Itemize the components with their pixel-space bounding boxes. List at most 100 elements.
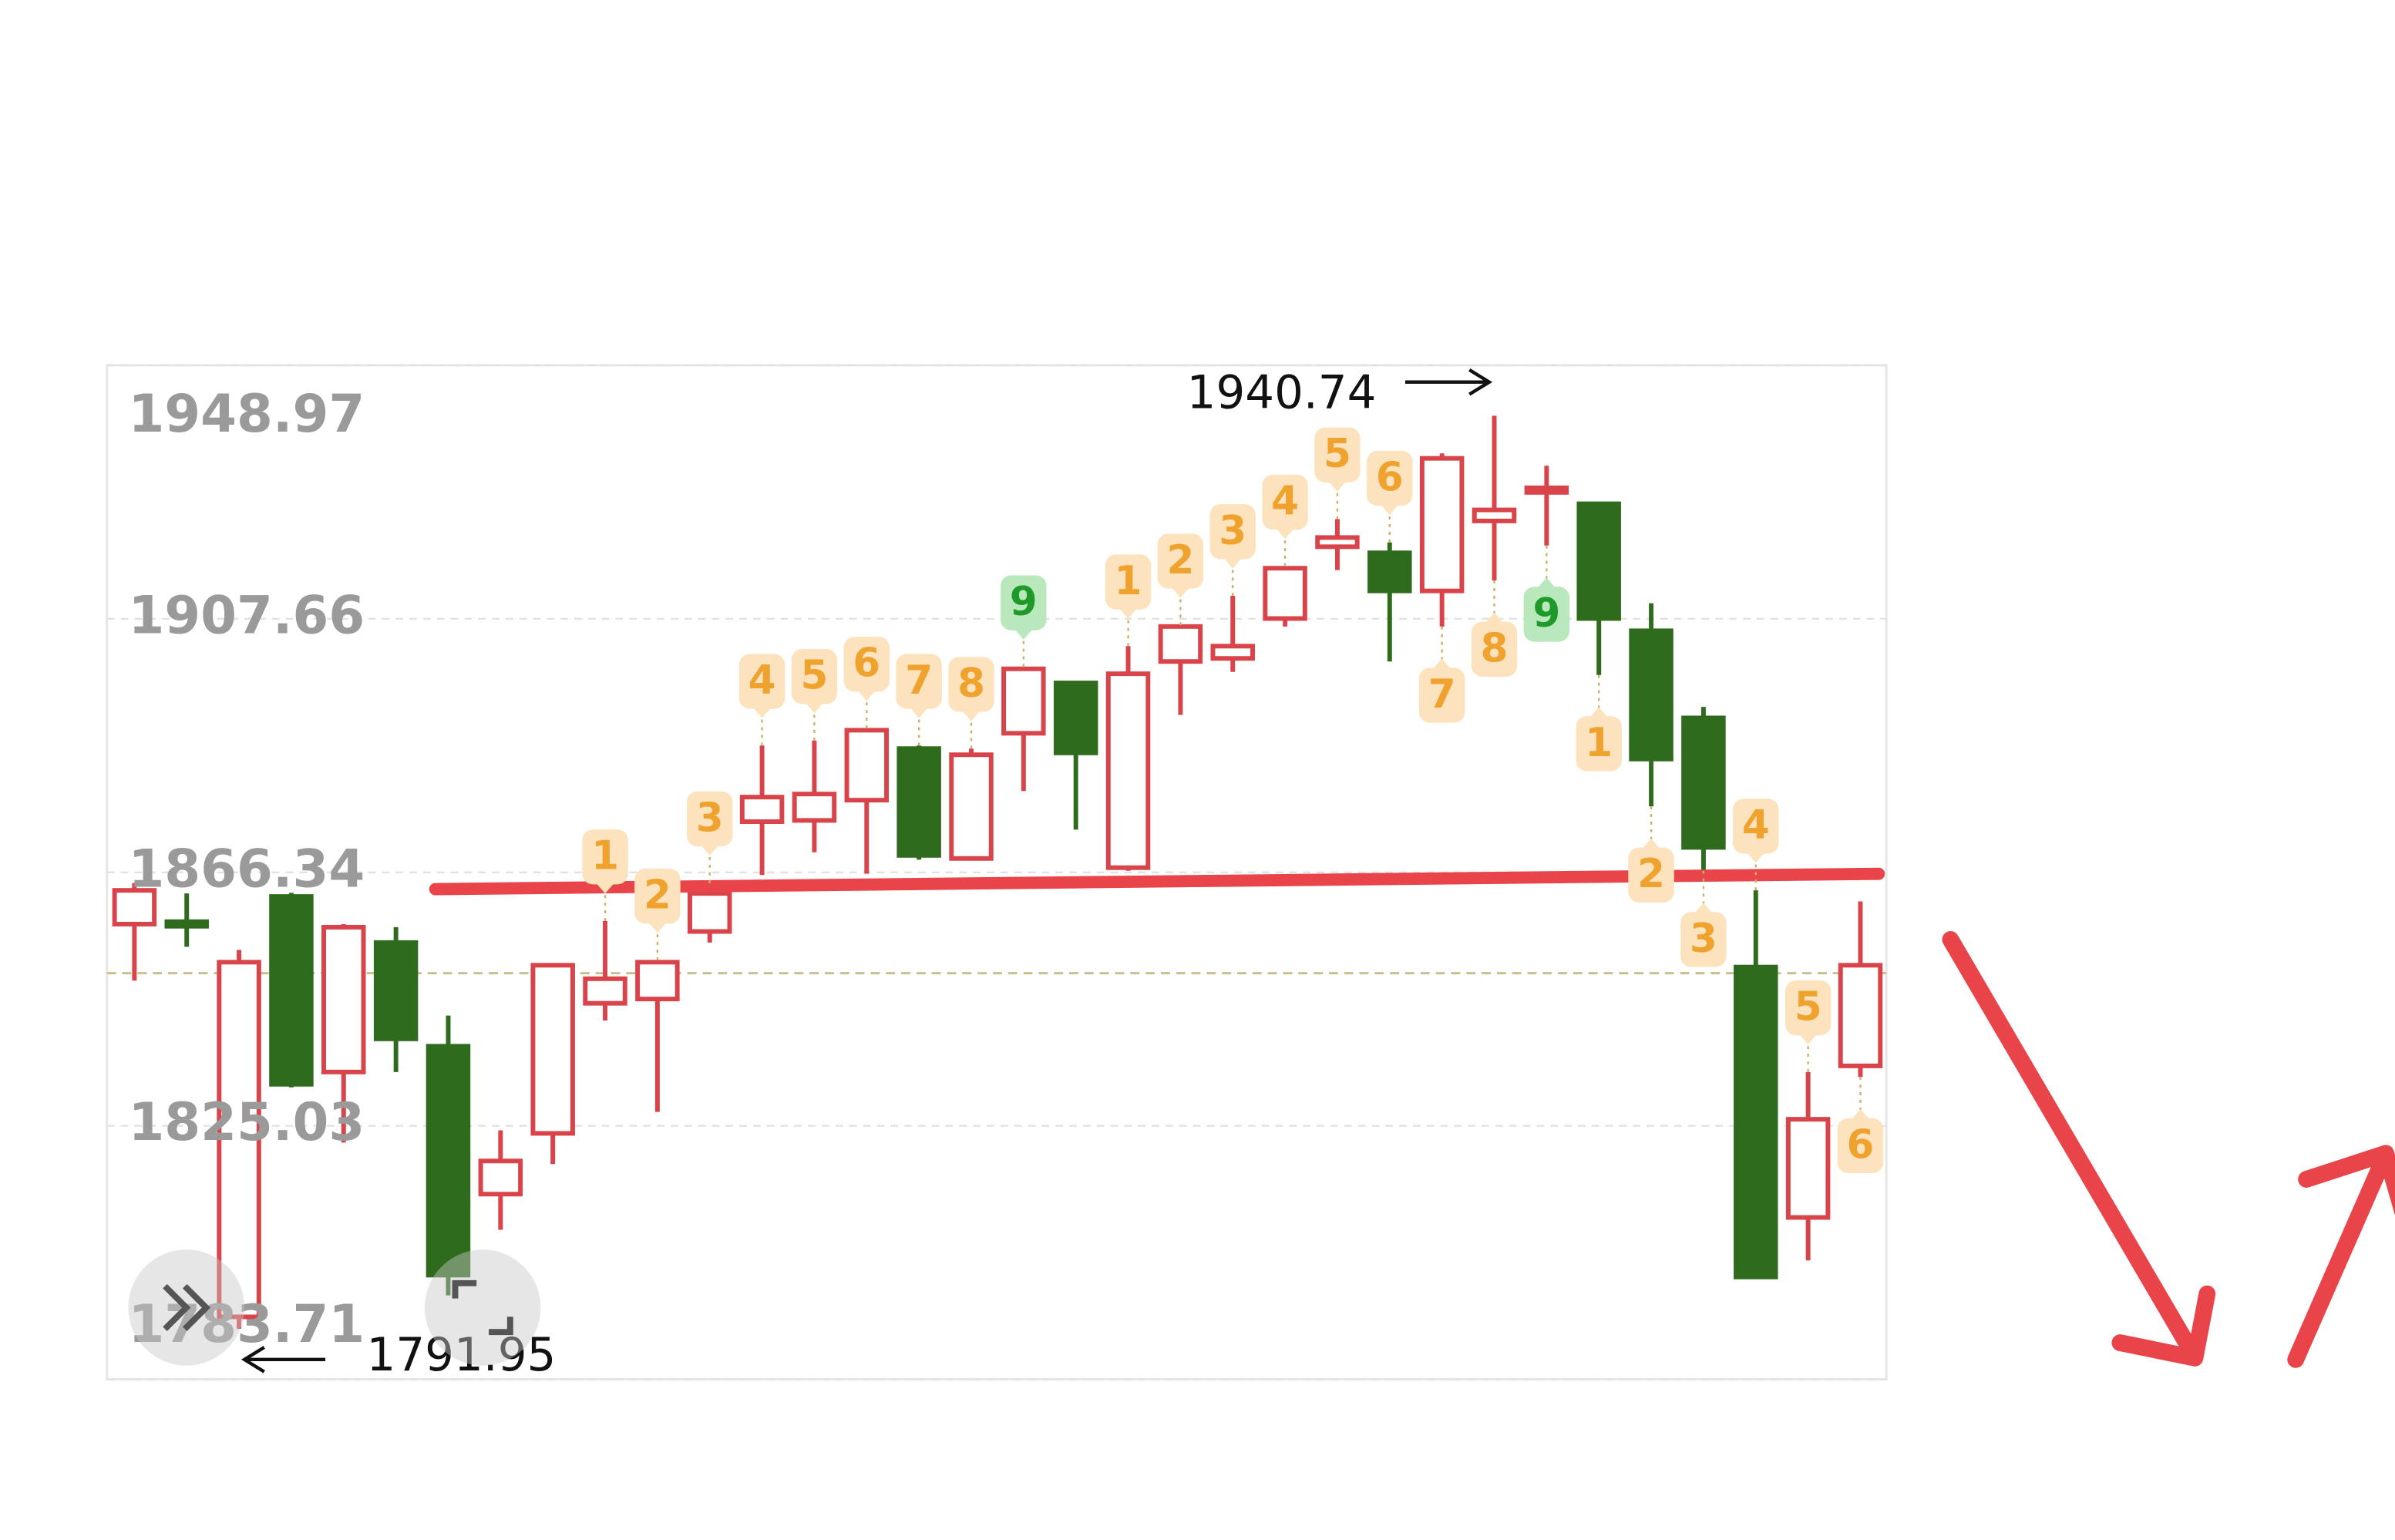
td-count: 7	[1428, 671, 1456, 718]
candles	[112, 415, 1885, 1330]
td-badge-tip	[1798, 1034, 1818, 1045]
td-badge-tip	[962, 710, 981, 721]
td-badge	[1784, 980, 1832, 1036]
td-badge-tip	[805, 702, 824, 714]
min-price-label: 1791.95	[367, 1329, 557, 1382]
candle-body	[844, 728, 890, 803]
td-count: 2	[644, 873, 671, 919]
td-badge	[1418, 667, 1465, 723]
td-badge-tip	[1851, 1108, 1870, 1120]
candle-body	[321, 924, 366, 1074]
td-count: 8	[1481, 625, 1509, 671]
candle-body	[688, 891, 732, 934]
td-badge-tip	[1642, 838, 1660, 849]
td-badge	[1471, 621, 1518, 677]
y-tick-label: 1907.66	[128, 584, 365, 645]
up-arrow	[2287, 1145, 2395, 1368]
down-arrow	[1942, 931, 2216, 1367]
candle-body	[426, 1044, 471, 1278]
candle-body	[949, 752, 994, 861]
td-badge-tip	[1223, 557, 1243, 569]
scroll-button[interactable]	[128, 1249, 245, 1366]
max-price-label: 1940.74	[1187, 367, 1377, 420]
candle-body	[1681, 715, 1726, 850]
td-badge-tip	[648, 922, 667, 933]
td-count: 1	[1585, 720, 1613, 766]
y-tick-label: 1866.34	[128, 838, 365, 899]
candle-body	[1158, 624, 1203, 664]
td-badge	[1209, 504, 1256, 560]
td-count: 2	[1637, 851, 1665, 897]
candle-body	[1576, 501, 1621, 621]
candle-body	[1210, 644, 1255, 661]
button-icon[interactable]	[452, 1279, 513, 1336]
min-arrow	[241, 1346, 326, 1374]
button-bg[interactable]	[424, 1249, 541, 1366]
td-badge	[1576, 716, 1622, 772]
candle-body	[478, 1158, 523, 1197]
td-badge-tip	[1328, 480, 1347, 492]
expand-button[interactable]	[424, 1249, 541, 1366]
td-badge-tip	[1171, 587, 1190, 598]
candle-body	[1419, 456, 1465, 593]
td-badge	[1680, 912, 1727, 967]
td-badge-tip	[1432, 658, 1451, 670]
td-badge-tip	[596, 883, 614, 894]
td-badge	[1733, 799, 1779, 854]
td-count: 4	[1742, 802, 1770, 849]
td-count: 4	[1271, 479, 1299, 525]
td-badge	[843, 637, 890, 692]
td-count: 5	[1324, 431, 1351, 477]
candle-body	[217, 960, 261, 1320]
td-count: 6	[1376, 455, 1404, 501]
candle-body	[1105, 671, 1151, 870]
td-badge	[634, 869, 681, 924]
candle-body	[269, 894, 314, 1087]
candle-body	[112, 888, 157, 926]
candle-body	[530, 963, 575, 1136]
candle-body	[635, 960, 680, 1002]
td-badge-tip	[1014, 628, 1033, 640]
candle-body	[1524, 485, 1569, 495]
td-count: 3	[696, 795, 724, 841]
td-badge-tip	[700, 845, 719, 856]
td-badge-tip	[1537, 577, 1556, 589]
td-badge	[948, 657, 994, 712]
td-count: 1	[1115, 558, 1142, 604]
td-badge	[1628, 847, 1674, 903]
candle-body	[1838, 963, 1883, 1068]
td-badge-tip	[1589, 707, 1609, 718]
button-icon[interactable]	[163, 1283, 211, 1332]
td-count: 9	[1532, 590, 1560, 637]
candle-body	[1053, 681, 1098, 755]
td-count: 1	[591, 833, 619, 879]
candle-body	[583, 976, 627, 1006]
candle-body	[1263, 566, 1307, 621]
candle-body	[1367, 550, 1412, 593]
td-badge-tip	[1694, 903, 1713, 914]
td-count: 3	[1219, 508, 1246, 554]
td-badge-tip	[752, 707, 772, 718]
candle-body	[1785, 1117, 1831, 1220]
td-badge	[791, 649, 838, 704]
td-badge-tip	[1276, 528, 1294, 540]
candle-body	[1629, 628, 1673, 762]
td-count: 2	[1166, 537, 1194, 583]
td-badge	[1105, 554, 1152, 610]
td-badge	[1837, 1118, 1884, 1174]
td-count: 5	[801, 653, 829, 699]
td-count: 9	[1010, 579, 1038, 625]
td-count: 6	[1847, 1121, 1875, 1168]
candle-body	[792, 792, 837, 823]
td-badge-tip	[1118, 607, 1138, 619]
td-badge	[1157, 533, 1204, 589]
td-badge	[582, 829, 628, 885]
td-count: 8	[957, 661, 985, 707]
td-badge-tip	[1380, 504, 1399, 516]
td-badge	[1367, 450, 1413, 506]
td-badge	[687, 791, 733, 847]
y-tick-label: 1825.03	[128, 1091, 365, 1152]
candle-body	[739, 795, 785, 824]
